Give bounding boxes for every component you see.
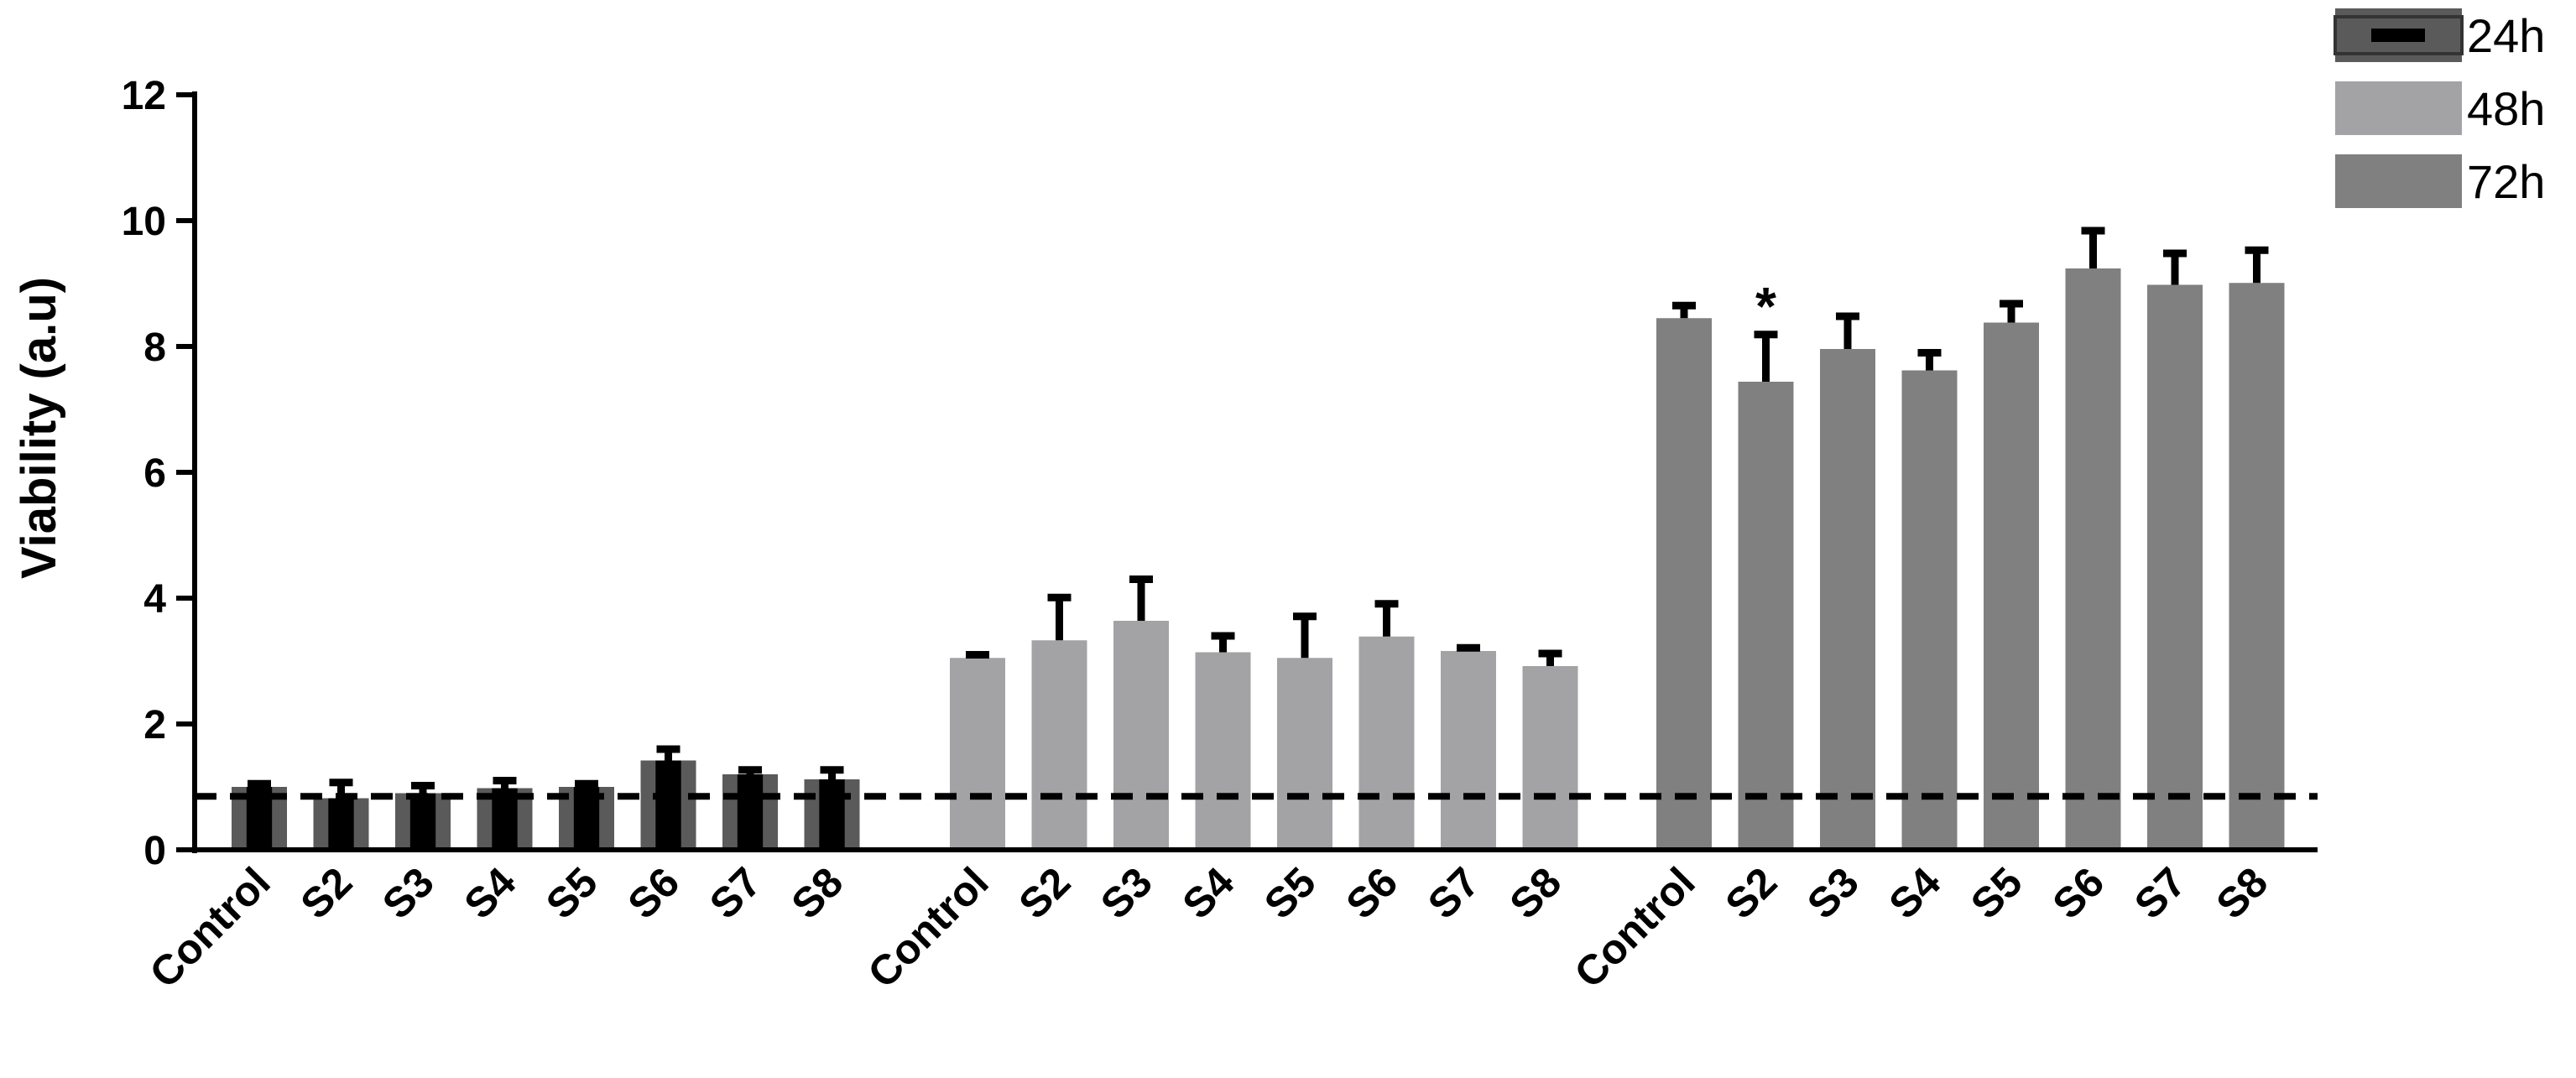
- axes-layer: 0 2 4 6 8 10 12: [122, 74, 2318, 873]
- bar-48h-s2: [1031, 640, 1087, 850]
- x-label-48h-s2: S2: [1009, 858, 1079, 928]
- bar-72h-s2: [1738, 382, 1794, 850]
- legend-swatch-48h: [2335, 81, 2462, 135]
- legend-label-24h: 24h: [2467, 9, 2545, 62]
- x-label-24h-s5: S5: [537, 858, 607, 928]
- x-label-72h-s2: S2: [1716, 858, 1786, 928]
- x-label-72h-s4: S4: [1880, 858, 1949, 928]
- bar-inner-24h-s7: [737, 774, 764, 850]
- x-label-48h-s4: S4: [1173, 858, 1243, 928]
- x-label-72h-s7: S7: [2125, 858, 2195, 928]
- bar-48h-s8: [1522, 666, 1578, 850]
- y-tick-label-8: 8: [143, 325, 166, 370]
- x-label-24h-s3: S3: [373, 858, 443, 928]
- bar-72h-control: [1656, 318, 1712, 850]
- x-label-48h-control: Control: [859, 858, 998, 997]
- bar-72h-s8: [2229, 283, 2285, 850]
- x-label-24h-s2: S2: [291, 858, 361, 928]
- bars-layer: [195, 227, 2318, 850]
- bar-48h-control: [950, 658, 1005, 850]
- x-label-48h-s8: S8: [1500, 858, 1570, 928]
- x-label-72h-s8: S8: [2207, 858, 2276, 928]
- legend-label-48h: 48h: [2467, 82, 2545, 135]
- x-label-24h-s4: S4: [455, 858, 524, 928]
- y-axis-title: Viability (a.u): [12, 277, 66, 579]
- x-label-24h-s8: S8: [782, 858, 852, 928]
- bar-48h-s3: [1113, 621, 1169, 850]
- y-tick-label-6: 6: [143, 451, 166, 496]
- legend-swatch-72h: [2335, 154, 2462, 208]
- significance-asterisk: *: [1755, 276, 1776, 336]
- x-label-72h-s6: S6: [2043, 858, 2113, 928]
- bar-72h-s5: [1984, 322, 2039, 850]
- bar-inner-24h-s8: [819, 779, 845, 850]
- bar-inner-24h-s6: [655, 760, 681, 850]
- y-tick-label-2: 2: [143, 703, 166, 747]
- bar-48h-s4: [1195, 652, 1251, 850]
- bar-72h-s7: [2147, 284, 2203, 850]
- bar-72h-s3: [1820, 349, 1875, 850]
- bar-48h-s6: [1358, 636, 1415, 850]
- x-label-72h-control: Control: [1566, 858, 1704, 997]
- x-label-48h-s6: S6: [1337, 858, 1406, 928]
- x-label-24h-s6: S6: [618, 858, 688, 928]
- x-label-48h-s7: S7: [1419, 858, 1489, 928]
- x-label-72h-s3: S3: [1798, 858, 1868, 928]
- bar-inner-24h-s2: [328, 798, 354, 850]
- bar-inner-24h-s3: [409, 793, 436, 850]
- y-tick-label-10: 10: [122, 200, 166, 244]
- bar-48h-s5: [1277, 658, 1332, 850]
- bar-72h-s4: [1901, 370, 1958, 850]
- legend-swatch-border-24h: [2334, 15, 2464, 55]
- legend: 24h 48h 72h: [2334, 8, 2545, 208]
- y-tick-label-0: 0: [143, 829, 166, 873]
- y-tick-label-4: 4: [143, 577, 166, 622]
- x-label-48h-s5: S5: [1255, 858, 1325, 928]
- bar-72h-s6: [2065, 268, 2121, 850]
- y-tick-label-12: 12: [122, 74, 166, 118]
- x-label-24h-s7: S7: [701, 858, 770, 928]
- bar-48h-s7: [1441, 651, 1496, 850]
- x-label-48h-s3: S3: [1092, 858, 1161, 928]
- legend-label-72h: 72h: [2467, 155, 2545, 208]
- x-label-72h-s5: S5: [1962, 858, 2031, 928]
- legend-swatch-inner-24h: [2371, 29, 2425, 42]
- x-label-24h-control: Control: [141, 858, 279, 997]
